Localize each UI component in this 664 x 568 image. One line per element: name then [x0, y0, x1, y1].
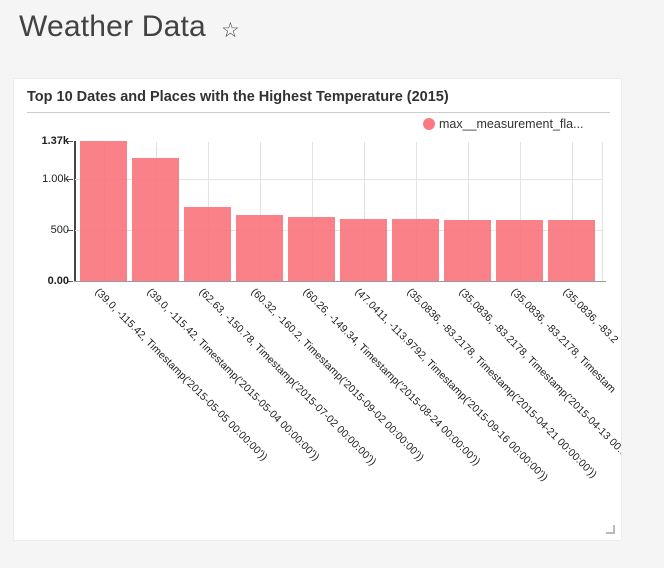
legend-item[interactable]: max__measurement_fla...: [423, 117, 584, 131]
y-axis-tick: [67, 141, 73, 142]
x-gridline: [415, 142, 417, 281]
bar-8[interactable]: [444, 219, 491, 281]
x-gridline: [467, 142, 469, 281]
bar-6[interactable]: [340, 218, 387, 281]
plot-right-edge-gridline: [602, 142, 603, 281]
y-axis-label: 1.00k: [42, 172, 69, 185]
x-gridline: [519, 142, 521, 281]
bar-10[interactable]: [548, 220, 595, 281]
x-axis-label-6: (47.0411, -113.9792, Timestamp('2015-09-…: [352, 286, 550, 484]
x-gridline: [311, 142, 313, 281]
bar-chart-plot-area: 1.37k 1.00k 500 0.00 (39.0, -115.42, Timesta…: [14, 79, 621, 540]
y-axis-tick: [67, 281, 73, 282]
x-axis-line: [74, 281, 606, 282]
y-axis-label: 500: [50, 223, 69, 236]
y-gridline: [75, 178, 602, 180]
x-gridline: [571, 142, 573, 281]
x-gridline: [259, 142, 261, 281]
x-axis-label-7: (35.0836, -83.2178, Timestamp('2015-04-2…: [404, 286, 599, 481]
y-axis-tick: [67, 229, 73, 231]
chart-card: Top 10 Dates and Places with the Highest…: [13, 78, 622, 541]
chart-title: Top 10 Dates and Places with the Highest…: [27, 89, 449, 105]
page-header: Weather Data ☆: [19, 10, 240, 44]
favorite-star-icon[interactable]: ☆: [220, 18, 240, 42]
y-gridline: [75, 229, 602, 231]
page-title: Weather Data: [19, 10, 206, 43]
x-axis-label-4: (60.32, -160.2, Timestamp('2015-09-02 00…: [248, 286, 426, 464]
legend-series-label: max__measurement_fla...: [439, 117, 584, 131]
x-axis-label-9: (35.0836, -83.2178, Timestam: [508, 286, 618, 396]
x-axis-label-3: (62.63, -150.78, Timestamp('2015-07-02 0…: [196, 286, 379, 469]
resize-corner-handle[interactable]: [606, 525, 615, 534]
bar-2[interactable]: [132, 157, 179, 281]
x-gridline: [363, 142, 365, 281]
legend-series-dot-icon: [423, 118, 435, 130]
bar-5[interactable]: [288, 216, 335, 281]
bar-4[interactable]: [236, 214, 283, 281]
x-axis-label-1: (39.0, -115.42, Timestamp('2015-05-05 00…: [92, 286, 270, 464]
y-axis-tick: [67, 178, 73, 180]
y-axis-line: [74, 141, 76, 282]
bar-7[interactable]: [392, 219, 439, 281]
bar-9[interactable]: [496, 219, 543, 281]
bar-3[interactable]: [184, 207, 231, 281]
y-axis-label: 0.00: [47, 275, 69, 287]
x-axis-label-10: (35.0836, -83.2: [560, 286, 620, 346]
bar-1[interactable]: [80, 141, 127, 281]
title-divider: [27, 112, 610, 113]
y-axis-label: 1.37k: [41, 135, 69, 147]
x-axis-label-5: (60.26, -149.34, Timestamp('2015-08-24 0…: [300, 286, 483, 469]
x-axis-label-2: (39.0, -115.42, Timestamp('2015-05-04 00…: [144, 286, 322, 464]
